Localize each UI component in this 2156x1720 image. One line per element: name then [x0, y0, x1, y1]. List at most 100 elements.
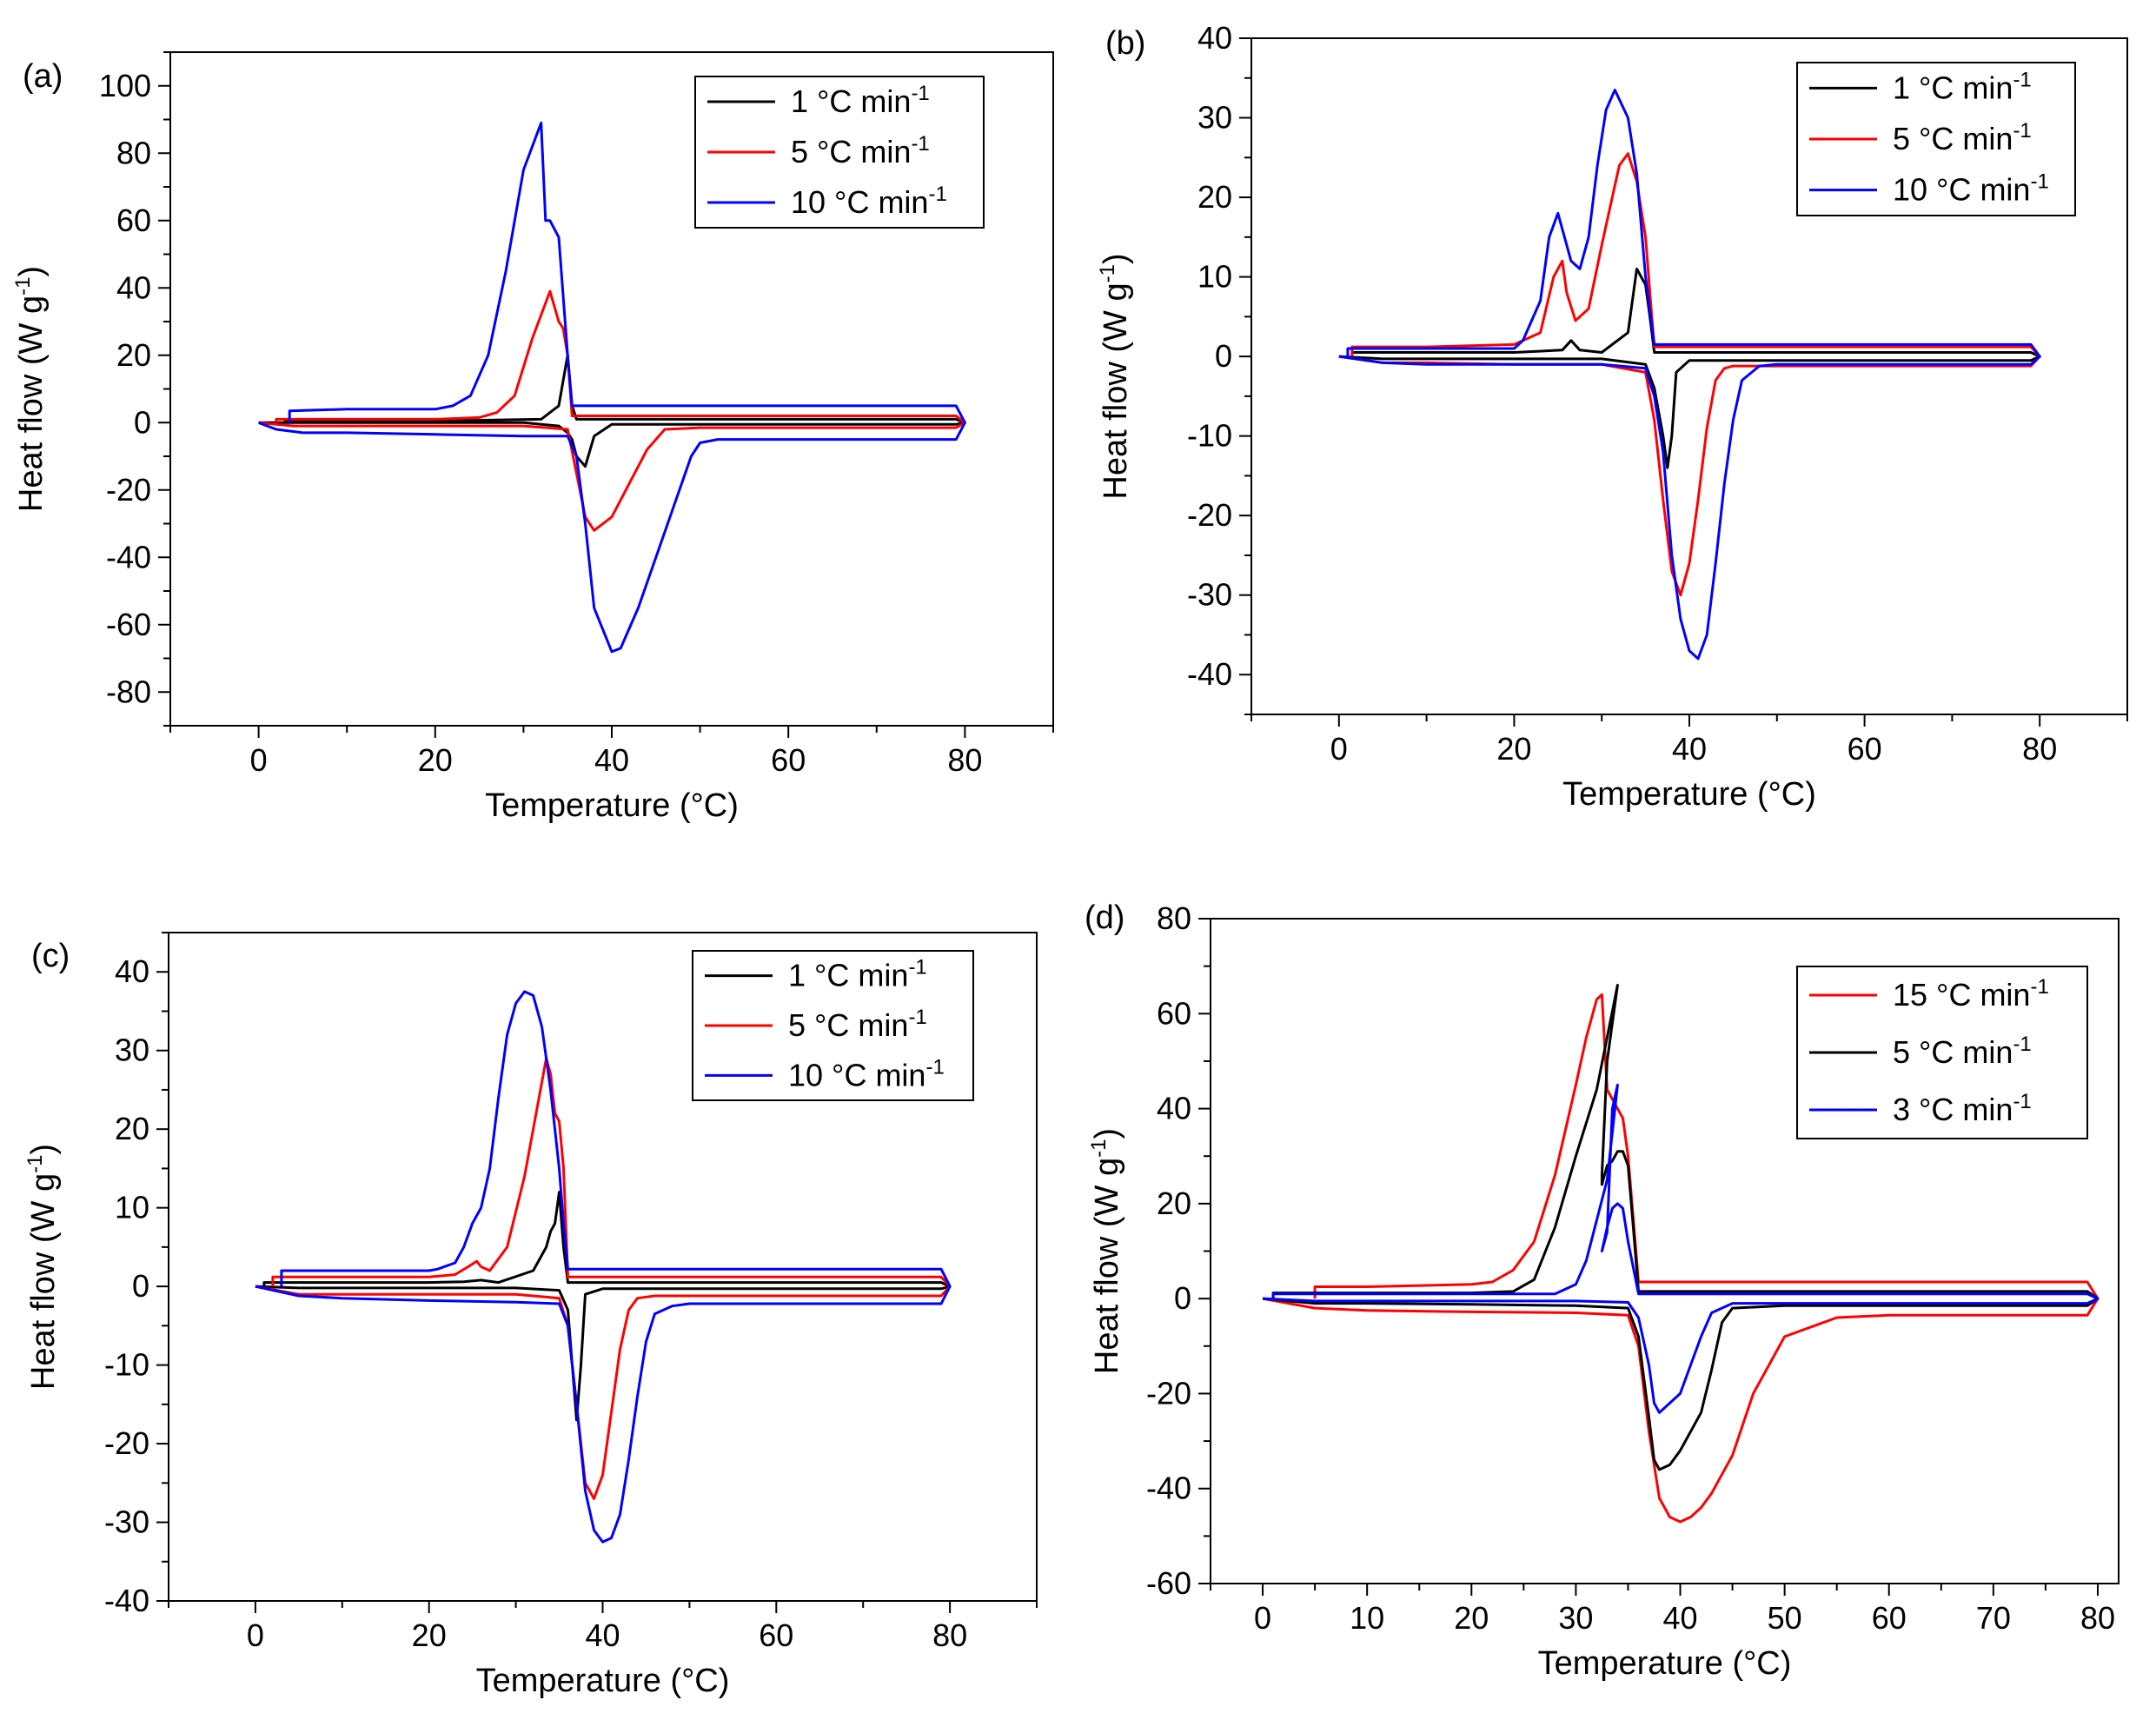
y-tick-label: -40: [106, 539, 151, 574]
legend-label: 10 °C min-1: [1893, 170, 2049, 208]
y-tick-label: 80: [116, 135, 151, 170]
legend-label: 15 °C min-1: [1893, 975, 2049, 1013]
x-tick-label: 60: [759, 1617, 793, 1653]
series-line-2: [1338, 152, 2041, 597]
y-tick-label: -20: [1187, 497, 1232, 533]
panel-d: 0 10 20 30 40 50 60 70 80 -60 -40 -20 0 20 40 60 80 Tempe…: [1085, 900, 2120, 1682]
panel-a: 0 20 40 60 80 -80 -60 -40 -20 0 20 40 60 80 100 Tempera…: [11, 51, 1054, 824]
y-tick-label: -40: [104, 1583, 149, 1618]
x-tick-label: 20: [418, 742, 453, 778]
x-tick-label: 60: [1872, 1600, 1907, 1636]
series-line-3: [1338, 89, 2041, 661]
legend-label: 10 °C min-1: [788, 1055, 945, 1092]
legend-label: 1 °C min-1: [791, 82, 930, 119]
y-tick-label: 40: [115, 953, 149, 989]
y-tick-label: 40: [116, 269, 151, 305]
panel-label: (a): [23, 58, 63, 95]
x-tick-label: 40: [585, 1617, 620, 1653]
x-tick-label: 0: [1254, 1600, 1271, 1636]
series-line-3: [255, 990, 952, 1544]
x-tick-label: 80: [2022, 731, 2057, 767]
legend-label: 1 °C min-1: [1893, 68, 2032, 105]
x-tick-label: 40: [594, 742, 629, 778]
legend-label: 10 °C min-1: [791, 183, 947, 220]
x-tick-label: 70: [1976, 1600, 2011, 1636]
y-tick-label: -30: [104, 1504, 149, 1540]
legend-label: 5 °C min-1: [788, 1006, 927, 1043]
panel-c: 0 20 40 60 80 -40 -30 -20 -10 0 10 20 30 40 Temperatur…: [23, 932, 1038, 1699]
y-tick-label: -40: [1187, 656, 1232, 692]
y-tick-label: 30: [1197, 100, 1232, 136]
y-axis-title: Heat flow (W g-1): [1087, 1128, 1125, 1374]
x-tick-label: 80: [947, 742, 982, 778]
legend-label: 5 °C min-1: [1893, 119, 2032, 156]
x-tick-label: 80: [2080, 1600, 2115, 1636]
y-tick-label: -80: [106, 674, 151, 709]
x-tick-label: 40: [1662, 1600, 1697, 1636]
y-tick-label: -20: [104, 1425, 149, 1461]
x-tick-label: 0: [1330, 731, 1348, 767]
y-tick-label: 80: [1157, 900, 1191, 936]
y-tick-label: 10: [115, 1190, 149, 1225]
y-tick-label: -60: [106, 607, 151, 642]
series-line-1: [255, 1191, 952, 1422]
y-tick-label: 100: [99, 68, 151, 103]
y-tick-label: -20: [1146, 1375, 1191, 1411]
y-tick-label: 40: [1157, 1091, 1191, 1126]
x-tick-label: 60: [1848, 731, 1882, 767]
x-tick-label: 20: [1454, 1600, 1489, 1636]
x-tick-label: 80: [932, 1617, 967, 1653]
legend-label: 1 °C min-1: [788, 956, 927, 993]
y-tick-label: -10: [104, 1347, 149, 1383]
y-tick-label: 0: [1174, 1280, 1191, 1316]
panel-label: (c): [31, 938, 70, 974]
x-tick-label: 10: [1350, 1600, 1384, 1636]
y-tick-label: 60: [1157, 995, 1191, 1031]
x-axis-title: Temperature (°C): [1538, 1645, 1792, 1682]
y-tick-label: 20: [1197, 179, 1232, 215]
legend-label: 5 °C min-1: [791, 132, 930, 169]
y-tick-label: 40: [1197, 20, 1232, 56]
y-axis-title: Heat flow (W g-1): [23, 1144, 62, 1390]
legend-label: 3 °C min-1: [1893, 1090, 2032, 1127]
series-line-2: [258, 289, 966, 532]
y-tick-label: 30: [115, 1033, 149, 1068]
series-line-3: [258, 121, 966, 654]
x-tick-label: 20: [412, 1617, 447, 1653]
x-tick-label: 60: [771, 742, 806, 778]
panel-label: (b): [1105, 25, 1145, 62]
y-tick-label: 0: [134, 404, 151, 440]
series-line-1: [1338, 267, 2041, 469]
y-axis-title: Heat flow (W g-1): [1096, 253, 1134, 499]
y-tick-label: 20: [1157, 1185, 1191, 1221]
y-tick-label: -20: [106, 472, 151, 508]
series-line-3: [1263, 1083, 2100, 1414]
x-tick-label: 30: [1558, 1600, 1593, 1636]
series-line-2: [255, 1057, 952, 1500]
y-tick-label: 20: [115, 1111, 149, 1146]
y-tick-label: -40: [1146, 1471, 1191, 1506]
x-tick-label: 20: [1496, 731, 1531, 767]
panel-label: (d): [1085, 900, 1124, 936]
x-tick-label: 50: [1768, 1600, 1802, 1636]
y-tick-label: -60: [1146, 1565, 1191, 1601]
x-tick-label: 0: [247, 1617, 264, 1653]
series-line-1: [1262, 993, 2100, 1524]
x-axis-title: Temperature (°C): [485, 787, 739, 824]
y-tick-label: 0: [1215, 338, 1232, 374]
y-tick-label: -30: [1187, 577, 1232, 613]
y-tick-label: 0: [132, 1268, 149, 1304]
x-tick-label: 0: [250, 742, 268, 778]
x-tick-label: 40: [1672, 731, 1707, 767]
series-line-1: [258, 354, 966, 468]
y-tick-label: -10: [1187, 418, 1232, 454]
series-line-2: [1262, 984, 2100, 1471]
legend-label: 5 °C min-1: [1893, 1033, 2032, 1070]
x-axis-title: Temperature (°C): [476, 1663, 730, 1699]
y-tick-label: 20: [116, 337, 151, 373]
y-tick-label: 60: [116, 203, 151, 238]
panel-b: 0 20 40 60 80 -40 -30 -20 -10 0 10 20 30 40 Temperatur…: [1096, 20, 2128, 813]
y-tick-label: 10: [1197, 259, 1232, 295]
x-axis-title: Temperature (°C): [1562, 776, 1816, 813]
